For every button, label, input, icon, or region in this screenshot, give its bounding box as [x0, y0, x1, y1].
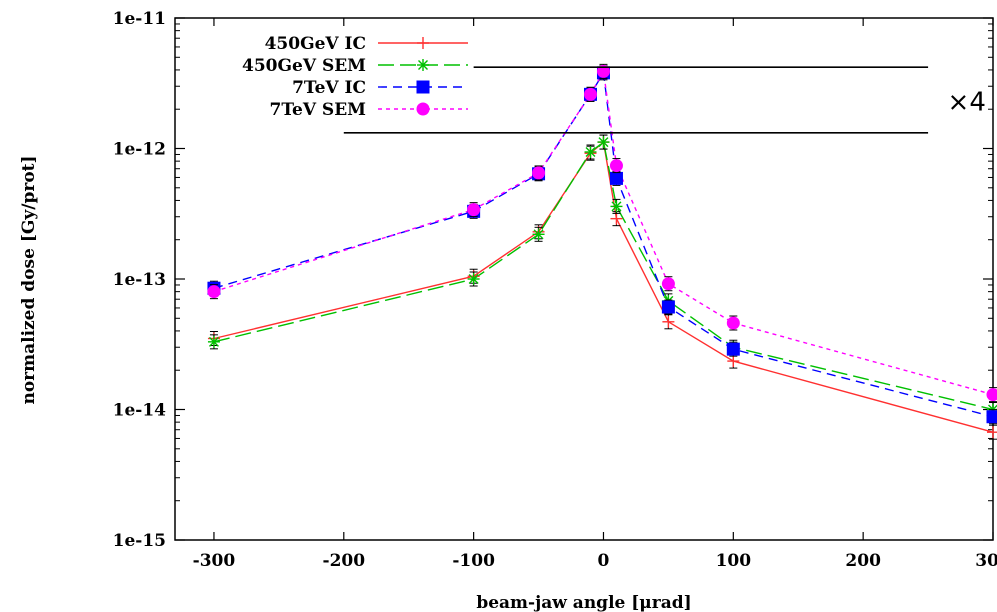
data-point [532, 166, 546, 180]
x-tick-label: 100 [716, 551, 752, 571]
data-point [987, 426, 997, 439]
legend-marker [416, 80, 430, 94]
data-point [610, 200, 623, 213]
x-tick-label: -100 [452, 551, 495, 571]
y-tick-labels: 1e-15 1e-14 1e-13 1e-12 1e-11 [113, 9, 167, 551]
data-point [610, 212, 623, 225]
data-point [609, 171, 623, 185]
data-point [597, 136, 610, 149]
data-point [596, 64, 610, 78]
data-point [583, 87, 597, 101]
legend-marker [417, 59, 429, 71]
x-axis-label: beam-jaw angle [μrad] [476, 593, 691, 612]
y-tick-label: 1e-14 [113, 401, 167, 421]
x-tick-labels: -300 -200 -100 0 100 200 300 [193, 551, 997, 571]
series-markers [207, 63, 997, 440]
data-point [726, 316, 740, 330]
legend-entry: 7TeV IC [292, 78, 468, 98]
axis-ticks [175, 17, 994, 541]
series-line [213, 140, 994, 411]
legend-entry: 7TeV SEM [269, 100, 468, 120]
x-tick-label: 0 [598, 551, 610, 571]
x4-annotation: ×4 [343, 66, 986, 134]
legend-label: 7TeV SEM [269, 100, 366, 120]
data-point [727, 355, 740, 368]
legend-entry: 450GeV IC [265, 34, 468, 54]
data-point [532, 228, 545, 241]
y-tick-label: 1e-11 [113, 9, 166, 29]
data-point [986, 388, 997, 402]
legend-marker [416, 102, 430, 116]
series-line [213, 70, 994, 418]
y-tick-label: 1e-12 [113, 140, 166, 160]
legend-label: 7TeV IC [292, 78, 366, 98]
y-tick-label: 1e-13 [113, 270, 166, 290]
x-tick-label: -200 [323, 551, 366, 571]
legend-label: 450GeV IC [265, 34, 366, 54]
data-point [609, 159, 623, 173]
series-lines [213, 69, 994, 433]
data-point [661, 277, 675, 291]
x-tick-label: 200 [845, 551, 881, 571]
legend-entry: 450GeV SEM [242, 56, 468, 76]
data-point [467, 273, 480, 285]
x-tick-label: 300 [975, 551, 997, 571]
data-point [661, 300, 675, 314]
data-point [584, 146, 597, 159]
legend-marker [417, 37, 429, 49]
data-point [986, 410, 997, 424]
data-point [467, 203, 481, 217]
legend-label: 450GeV SEM [242, 56, 366, 76]
y-tick-label: 1e-15 [113, 531, 166, 551]
data-point [207, 285, 221, 299]
data-point [662, 315, 675, 328]
annotation-label: ×4 [948, 87, 986, 117]
data-point [207, 335, 220, 348]
data-point [726, 342, 740, 356]
series-line [213, 140, 994, 433]
y-axis-label: normalized dose [Gy/prot] [19, 155, 39, 404]
x-tick-label: -300 [193, 551, 236, 571]
